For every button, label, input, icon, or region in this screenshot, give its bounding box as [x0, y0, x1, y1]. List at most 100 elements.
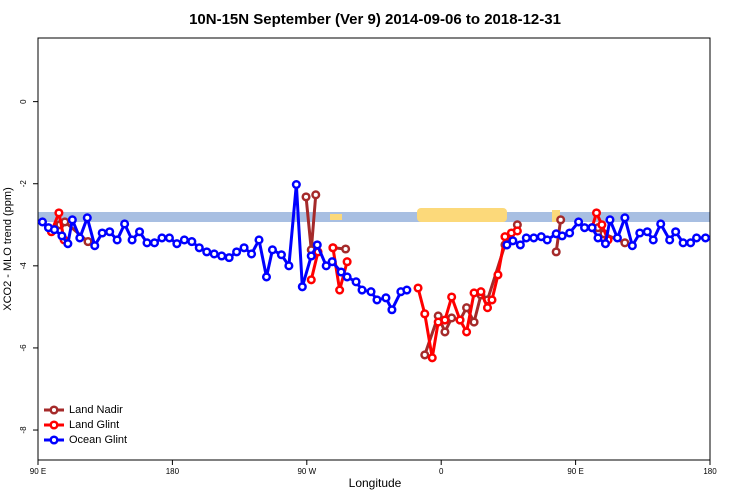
data-point: [372, 295, 382, 305]
data-point: [261, 272, 272, 282]
legend-marker: [49, 420, 59, 430]
data-point: [57, 231, 67, 241]
data-point: [420, 350, 430, 360]
data-point: [635, 228, 645, 238]
data-point: [254, 235, 264, 245]
data-point: [556, 215, 566, 225]
data-point: [90, 241, 100, 251]
data-point: [515, 240, 525, 250]
data-point: [246, 249, 257, 259]
data-point: [357, 285, 367, 295]
data-point: [648, 235, 658, 245]
data-point: [500, 232, 510, 242]
data-point: [276, 250, 286, 260]
x-tick-label: 90 E: [30, 467, 46, 476]
data-point: [678, 238, 688, 248]
data-point: [157, 233, 167, 243]
data-point: [82, 213, 92, 223]
data-point: [328, 243, 338, 253]
data-point: [112, 235, 122, 245]
data-point: [105, 227, 115, 237]
data-point: [580, 223, 590, 233]
data-point: [224, 253, 234, 263]
data-point: [542, 235, 552, 245]
data-point: [402, 285, 412, 295]
data-point: [574, 217, 584, 227]
data-point: [341, 244, 351, 254]
data-point: [284, 261, 294, 271]
land-patch: [552, 210, 560, 222]
data-point: [605, 215, 615, 225]
data-point: [502, 240, 512, 250]
data-point: [387, 305, 397, 315]
data-point: [194, 243, 204, 253]
x-axis-label: Longitude: [349, 476, 402, 490]
data-point: [665, 235, 675, 245]
legend-marker: [49, 405, 59, 415]
data-point: [462, 303, 472, 313]
data-point: [37, 217, 48, 227]
data-point: [63, 239, 73, 249]
x-tick-label: 0: [439, 467, 444, 476]
data-point: [600, 239, 611, 249]
data-point: [427, 353, 437, 363]
data-point: [342, 272, 352, 282]
data-point: [187, 237, 197, 247]
data-point: [612, 233, 622, 243]
legend-label: Ocean Glint: [69, 434, 127, 446]
data-point: [381, 293, 391, 303]
data-point: [217, 251, 227, 261]
data-point: [557, 231, 567, 241]
data-point: [440, 315, 450, 325]
data-point: [83, 237, 93, 247]
data-point: [692, 233, 702, 243]
data-point: [413, 283, 423, 293]
data-point: [440, 327, 450, 337]
data-point: [591, 208, 602, 218]
data-point: [700, 233, 711, 243]
data-point: [565, 228, 575, 238]
data-point: [127, 235, 137, 245]
data-point: [202, 247, 212, 257]
y-tick-label: -8: [19, 426, 28, 434]
data-point: [342, 257, 352, 267]
x-tick-label: 90 W: [297, 467, 316, 476]
data-point: [97, 228, 107, 238]
data-point: [587, 223, 597, 233]
legend-label: Land Nadir: [69, 404, 123, 416]
data-point: [462, 327, 472, 337]
data-point: [232, 247, 242, 257]
data-point: [493, 270, 503, 280]
data-point: [312, 240, 322, 250]
data-point: [476, 287, 486, 297]
data-point: [291, 180, 301, 190]
data-point: [306, 251, 316, 261]
data-point: [671, 227, 681, 237]
y-tick-label: -6: [19, 344, 28, 352]
data-point: [336, 267, 346, 277]
x-tick-label: 180: [703, 467, 717, 476]
land-patch: [330, 214, 342, 220]
data-point: [482, 303, 493, 313]
data-point: [597, 220, 607, 230]
y-tick-label: -4: [19, 262, 28, 270]
y-tick-label: -2: [19, 180, 28, 188]
data-point: [447, 292, 457, 302]
data-point: [149, 238, 160, 248]
data-point: [54, 208, 64, 218]
data-point: [142, 238, 152, 248]
data-point: [134, 227, 145, 237]
data-point: [420, 309, 430, 319]
ocean-band: [38, 212, 710, 222]
data-point: [164, 233, 174, 243]
legend-marker: [49, 435, 59, 445]
data-point: [469, 317, 479, 327]
data-point: [620, 238, 630, 248]
plot-frame: [37, 37, 711, 461]
data-point: [179, 235, 189, 245]
data-point: [49, 225, 59, 235]
data-point: [75, 233, 85, 243]
data-point: [267, 245, 278, 255]
data-point: [172, 239, 182, 249]
